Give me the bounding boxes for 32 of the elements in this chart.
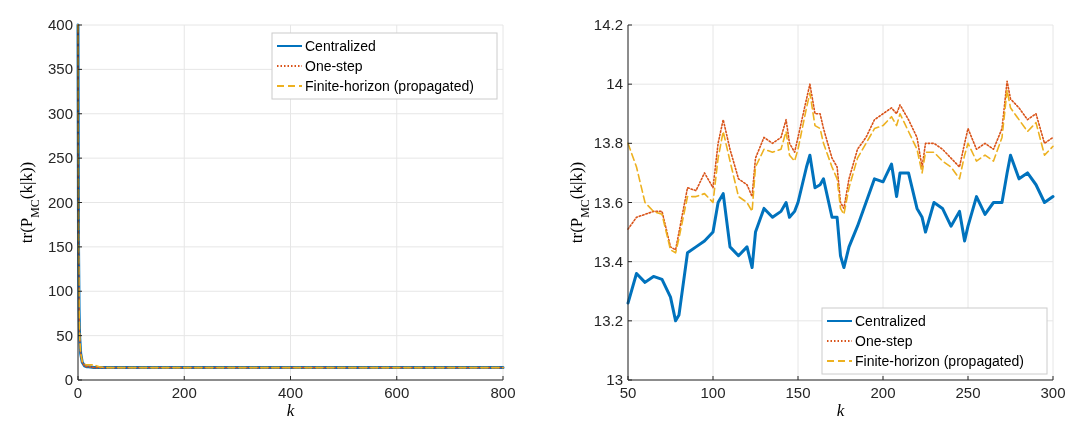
x-tick-label: 200 [870,384,896,401]
x-tick-label: 100 [700,384,726,401]
y-tick-label: 150 [47,237,73,255]
y-tick-label: 250 [47,149,73,167]
y-tick-label: 350 [47,60,73,78]
x-tick-label: 600 [384,384,410,401]
x-tick-label: 400 [277,384,304,401]
y-tick-label: 50 [56,326,73,344]
legend-label: Centralized [855,313,926,329]
x-axis-title: k [836,401,845,420]
y-tick-label: 13.6 [593,193,623,211]
y-tick-label: 200 [47,193,73,211]
legend-label: Finite-horizon (propagated) [855,353,1024,369]
x-axis-title: k [286,401,295,420]
y-tick-label: 13.8 [593,134,623,152]
legend-label: Centralized [305,38,376,54]
x-tick-label: 250 [955,384,981,401]
y-tick-label: 14.2 [593,16,623,33]
y-tick-label: 0 [64,371,73,388]
y-tick-label: 400 [47,16,73,33]
x-tick-label: 200 [171,384,197,401]
y-tick-label: 14 [606,75,623,93]
y-tick-label: 13.4 [593,252,623,270]
legend-label: One-step [305,58,363,74]
y-tick-label: 300 [47,104,73,122]
x-tick-label: 150 [785,384,811,401]
x-tick-label: 300 [1040,384,1066,401]
legend-label: One-step [855,333,913,349]
y-tick-label: 100 [47,282,73,300]
legend-label: Finite-horizon (propagated) [305,78,474,94]
x-tick-label: 800 [490,384,516,401]
y-tick-label: 13.2 [593,311,623,329]
